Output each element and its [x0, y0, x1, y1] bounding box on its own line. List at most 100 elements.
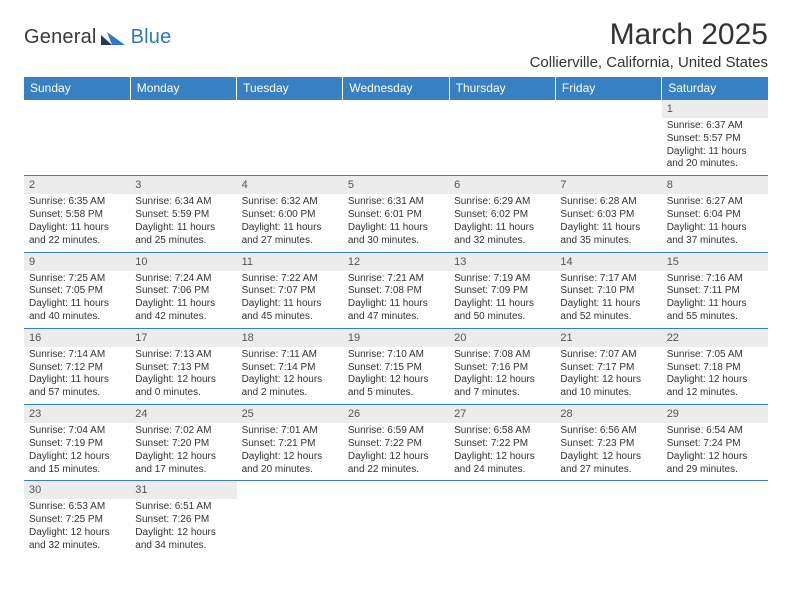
sunrise-text: Sunrise: 7:08 AM [454, 349, 550, 362]
day-number: 21 [555, 329, 661, 347]
calendar-day-cell [343, 100, 449, 176]
day-details: Sunrise: 6:59 AMSunset: 7:22 PMDaylight:… [348, 425, 444, 476]
daylight-text-2: and 52 minutes. [560, 311, 656, 324]
daylight-text-1: Daylight: 11 hours [242, 298, 338, 311]
daylight-text-1: Daylight: 11 hours [667, 222, 763, 235]
calendar-day-cell: 2Sunrise: 6:35 AMSunset: 5:58 PMDaylight… [24, 176, 130, 252]
day-details: Sunrise: 7:16 AMSunset: 7:11 PMDaylight:… [667, 273, 763, 324]
sunset-text: Sunset: 7:12 PM [29, 362, 125, 375]
sunrise-text: Sunrise: 6:35 AM [29, 196, 125, 209]
day-number: 22 [662, 329, 768, 347]
sunrise-text: Sunrise: 7:05 AM [667, 349, 763, 362]
brand-part2: Blue [105, 26, 172, 49]
day-number: 15 [662, 253, 768, 271]
daylight-text-1: Daylight: 12 hours [29, 451, 125, 464]
daylight-text-2: and 32 minutes. [29, 540, 125, 553]
daylight-text-2: and 47 minutes. [348, 311, 444, 324]
sunrise-text: Sunrise: 6:58 AM [454, 425, 550, 438]
daylight-text-2: and 37 minutes. [667, 235, 763, 248]
calendar-day-cell [662, 481, 768, 557]
daylight-text-1: Daylight: 12 hours [667, 374, 763, 387]
calendar-day-cell: 15 Sunrise: 7:16 AMSunset: 7:11 PMDayligh… [662, 252, 768, 328]
sunset-text: Sunset: 7:18 PM [667, 362, 763, 375]
daylight-text-1: Daylight: 12 hours [135, 451, 231, 464]
calendar-day-cell: 10Sunrise: 7:24 AMSunset: 7:06 PMDayligh… [130, 252, 236, 328]
daylight-text-2: and 27 minutes. [242, 235, 338, 248]
sunrise-text: Sunrise: 6:29 AM [454, 196, 550, 209]
day-details: Sunrise: 7:24 AMSunset: 7:06 PMDaylight:… [135, 273, 231, 324]
calendar-day-cell [449, 481, 555, 557]
day-number: 31 [130, 481, 236, 499]
sunset-text: Sunset: 7:06 PM [135, 285, 231, 298]
calendar-day-cell [343, 481, 449, 557]
daylight-text-1: Daylight: 11 hours [29, 374, 125, 387]
sunset-text: Sunset: 7:15 PM [348, 362, 444, 375]
day-details: Sunrise: 6:27 AMSunset: 6:04 PMDaylight:… [667, 196, 763, 247]
sunset-text: Sunset: 7:25 PM [29, 514, 125, 527]
daylight-text-2: and 2 minutes. [242, 387, 338, 400]
daylight-text-2: and 20 minutes. [667, 158, 763, 171]
day-number: 23 [24, 405, 130, 423]
day-details: Sunrise: 7:13 AMSunset: 7:13 PMDaylight:… [135, 349, 231, 400]
calendar-day-cell: 8Sunrise: 6:27 AMSunset: 6:04 PMDaylight… [662, 176, 768, 252]
daylight-text-2: and 22 minutes. [29, 235, 125, 248]
daylight-text-2: and 29 minutes. [667, 464, 763, 477]
day-details: Sunrise: 7:22 AMSunset: 7:07 PMDaylight:… [242, 273, 338, 324]
daylight-text-2: and 27 minutes. [560, 464, 656, 477]
sunset-text: Sunset: 7:23 PM [560, 438, 656, 451]
calendar-week-row: 1Sunrise: 6:37 AMSunset: 5:57 PMDaylight… [24, 100, 768, 176]
daylight-text-1: Daylight: 11 hours [667, 298, 763, 311]
day-details: Sunrise: 6:54 AMSunset: 7:24 PMDaylight:… [667, 425, 763, 476]
sunrise-text: Sunrise: 7:04 AM [29, 425, 125, 438]
sunset-text: Sunset: 7:11 PM [667, 285, 763, 298]
sunrise-text: Sunrise: 7:11 AM [242, 349, 338, 362]
weekday-header: Tuesday [237, 77, 343, 100]
sunrise-text: Sunrise: 7:13 AM [135, 349, 231, 362]
sunset-text: Sunset: 7:09 PM [454, 285, 550, 298]
sunset-text: Sunset: 7:16 PM [454, 362, 550, 375]
weekday-header: Monday [130, 77, 236, 100]
calendar-day-cell: 28Sunrise: 6:56 AMSunset: 7:23 PMDayligh… [555, 405, 661, 481]
day-details: Sunrise: 6:51 AMSunset: 7:26 PMDaylight:… [135, 501, 231, 552]
sunrise-text: Sunrise: 6:34 AM [135, 196, 231, 209]
daylight-text-2: and 40 minutes. [29, 311, 125, 324]
sunset-text: Sunset: 6:02 PM [454, 209, 550, 222]
day-details: Sunrise: 7:04 AMSunset: 7:19 PMDaylight:… [29, 425, 125, 476]
day-number: 11 [237, 253, 343, 271]
calendar-day-cell [555, 481, 661, 557]
calendar-day-cell: 11 Sunrise: 7:22 AMSunset: 7:07 PMDayligh… [237, 252, 343, 328]
sunset-text: Sunset: 7:10 PM [560, 285, 656, 298]
sunrise-text: Sunrise: 6:32 AM [242, 196, 338, 209]
sunrise-text: Sunrise: 6:53 AM [29, 501, 125, 514]
calendar-day-cell: 23 Sunrise: 7:04 AMSunset: 7:19 PMDayligh… [24, 405, 130, 481]
day-number: 6 [449, 176, 555, 194]
daylight-text-1: Daylight: 12 hours [348, 451, 444, 464]
weekday-header: Saturday [662, 77, 768, 100]
sunset-text: Sunset: 7:13 PM [135, 362, 231, 375]
daylight-text-1: Daylight: 11 hours [560, 222, 656, 235]
day-details: Sunrise: 7:05 AMSunset: 7:18 PMDaylight:… [667, 349, 763, 400]
daylight-text-2: and 35 minutes. [560, 235, 656, 248]
daylight-text-1: Daylight: 12 hours [348, 374, 444, 387]
calendar-day-cell: 26Sunrise: 6:59 AMSunset: 7:22 PMDayligh… [343, 405, 449, 481]
sunrise-text: Sunrise: 7:22 AM [242, 273, 338, 286]
calendar-day-cell [555, 100, 661, 176]
day-details: Sunrise: 6:29 AMSunset: 6:02 PMDaylight:… [454, 196, 550, 247]
day-details: Sunrise: 7:08 AMSunset: 7:16 PMDaylight:… [454, 349, 550, 400]
sunrise-text: Sunrise: 7:02 AM [135, 425, 231, 438]
daylight-text-1: Daylight: 11 hours [135, 298, 231, 311]
calendar-day-cell: 19Sunrise: 7:10 AMSunset: 7:15 PMDayligh… [343, 328, 449, 404]
sunrise-text: Sunrise: 6:51 AM [135, 501, 231, 514]
daylight-text-1: Daylight: 12 hours [135, 527, 231, 540]
daylight-text-2: and 34 minutes. [135, 540, 231, 553]
sunset-text: Sunset: 6:00 PM [242, 209, 338, 222]
sunset-text: Sunset: 5:57 PM [667, 133, 763, 146]
daylight-text-2: and 22 minutes. [348, 464, 444, 477]
calendar-day-cell: 6 Sunrise: 6:29 AMSunset: 6:02 PMDaylight… [449, 176, 555, 252]
day-number: 14 [555, 253, 661, 271]
daylight-text-1: Daylight: 11 hours [667, 146, 763, 159]
calendar-day-cell: 29Sunrise: 6:54 AMSunset: 7:24 PMDayligh… [662, 405, 768, 481]
calendar-day-cell: 22 Sunrise: 7:05 AMSunset: 7:18 PMDayligh… [662, 328, 768, 404]
calendar-day-cell [237, 100, 343, 176]
weekday-header: Sunday [24, 77, 130, 100]
